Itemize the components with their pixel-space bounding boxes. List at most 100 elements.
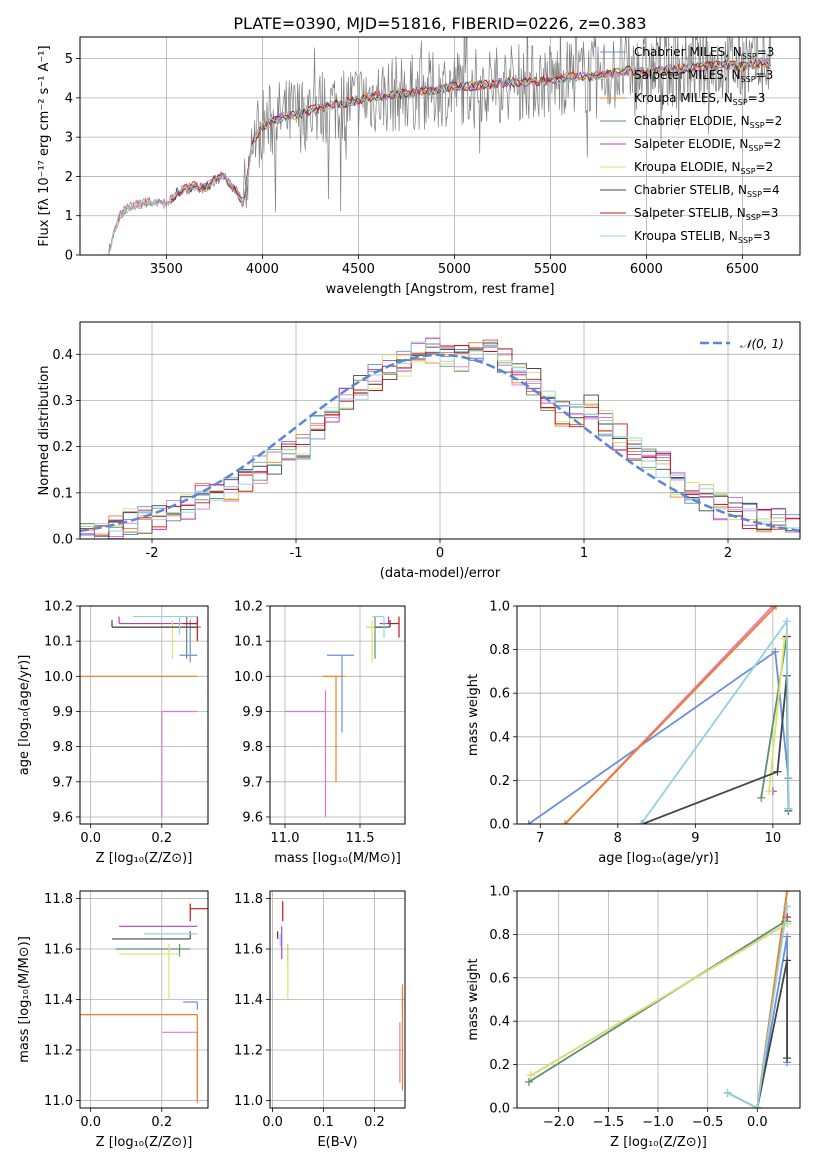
legend-n-subscript: SSP [741,75,756,84]
legend-label: Chabrier MILES, NSSP=3 [634,45,774,61]
legend-n-subscript: SSP [747,190,762,199]
y-tick-label: 9.9 [242,705,263,720]
plot-area [108,37,772,255]
legend-series-name: Salpeter MILES, [634,68,732,82]
x-tick-label: −1.0 [642,1115,674,1130]
legend-n-value: 3 [766,68,774,82]
x-axis-label: age [log₁₀(age/yr)] [598,851,719,866]
panel-residual_histogram: -2 -1 0 1 2 0.0 0.1 0.2 0.3 0.4 𝒩(0, 1) (data-model… [37,321,801,581]
legend-n-subscript: SSP [733,98,748,107]
legend-n-value: 2 [766,160,774,174]
x-tick-label: 0.2 [151,1115,172,1130]
axes-frame [79,605,209,825]
x-tick-label: -1 [290,546,303,561]
plot-area [524,606,793,824]
histogram-step [80,337,800,539]
y-tick-label: 0.2 [489,774,510,789]
axes-frame [79,36,801,256]
legend-n-value: 4 [772,183,780,197]
legend-n-subscript: SSP [738,236,753,245]
y-axis-label: mass [log₁₀(M/M⊙)] [17,936,32,1063]
legend-label: Kroupa ELODIE, NSSP=2 [634,160,773,176]
y-tick-label: 9.7 [52,775,73,790]
plot-area [277,901,404,1091]
y-tick-label: 0.3 [52,394,73,409]
legend-n-prefix: N [739,137,748,151]
y-tick-label: 4 [65,91,73,106]
y-axis-label: Flux [fλ 10⁻¹⁷ erg cm⁻² s⁻¹ A⁻¹] [37,45,52,246]
x-tick-label: -2 [146,546,159,561]
x-tick-label: 0.2 [151,831,172,846]
x-tick-label: 4000 [246,262,279,277]
y-tick-label: 1 [65,209,73,224]
x-tick-label: 0.0 [80,1115,101,1130]
legend-equals: = [762,183,772,197]
legend-equals: = [748,91,758,105]
y-tick-label: 10.1 [44,635,73,650]
x-tick-label: 0 [436,546,444,561]
legend-label: Chabrier ELODIE, NSSP=2 [634,114,782,130]
x-tick-label: 0.1 [313,1115,334,1130]
x-tick-label: 5500 [534,262,567,277]
axes-frame [269,890,406,1109]
x-tick-label: −2.0 [543,1115,575,1130]
legend-series-name: Salpeter STELIB, [634,206,737,220]
y-tick-label: 0.4 [489,730,510,745]
y-tick-label: 11.2 [234,1043,263,1058]
legend-equals: = [761,206,771,220]
x-tick-label: 0.2 [364,1115,385,1130]
y-tick-label: 11.4 [234,993,263,1008]
legend-label: Kroupa STELIB, NSSP=3 [634,229,771,245]
x-tick-label: 8 [614,831,622,846]
y-tick-label: 11.8 [44,892,73,907]
y-tick-label: 10.1 [234,635,263,650]
y-tick-label: 5 [65,52,73,67]
legend-n-value: 3 [763,229,771,243]
plot-area [80,337,800,539]
panel-mass_weight_vs_age: 7 8 9 10 0.0 0.2 0.4 0.6 0.8 1.0 age [log₁₀(age/yr… [466,600,801,866]
axes-frame [79,890,209,1109]
legend-n-value: 2 [773,137,781,151]
y-tick-label: 11.0 [234,1094,263,1109]
y-tick-label: 11.4 [44,993,73,1008]
legend-equals: = [765,114,775,128]
panel-age_vs_Z: 0.0 0.2 9.6 9.7 9.8 9.9 10.0 10.1 10.2 Z [log₁₀(Z… [17,600,209,866]
panel-mass_vs_Z: 0.0 0.2 11.0 11.2 11.4 11.6 11.8 Z [log₁₀(Z/Z⊙)… [17,890,209,1150]
legend-n-subscript: SSP [750,121,765,130]
legend-n-prefix: N [724,91,733,105]
mass-weight-line [760,636,790,809]
y-tick-label: 1.0 [489,600,510,615]
y-tick-label: 11.6 [234,943,263,958]
legend-n-subscript: SSP [742,52,757,61]
legend-series-name: Kroupa STELIB, [634,229,729,243]
y-tick-label: 9.8 [52,740,73,755]
y-tick-label: 11.8 [234,892,263,907]
y-tick-label: 10.0 [44,670,73,685]
legend-series-name: Chabrier ELODIE, [634,114,741,128]
y-tick-label: 0.6 [489,687,510,702]
x-tick-label: 11.0 [271,831,300,846]
x-axis-label: Z [log₁₀(Z/Z⊙)] [96,851,193,866]
y-tick-label: 9.6 [52,810,73,825]
legend-n-value: 2 [775,114,783,128]
legend-label: Salpeter STELIB, NSSP=3 [634,206,778,222]
x-tick-label: 5000 [438,262,471,277]
legend-series-name: Chabrier MILES, [634,45,733,59]
legend-label: Kroupa MILES, NSSP=3 [634,91,765,107]
legend-n-prefix: N [732,68,741,82]
plot-area [285,615,400,817]
x-tick-label: 6500 [726,262,759,277]
y-tick-label: 0.8 [489,928,510,943]
x-tick-label: 1 [580,546,588,561]
x-tick-label: 3500 [150,262,183,277]
x-tick-label: 7 [536,831,544,846]
legend-label: Salpeter ELODIE, NSSP=2 [634,137,781,153]
x-tick-label: 11.5 [346,831,375,846]
x-tick-label: 0.0 [747,1115,768,1130]
legend-n-prefix: N [737,206,746,220]
plot-area [524,891,792,1108]
legend-n-prefix: N [732,160,741,174]
legend-equals: = [756,160,766,174]
legend-n-prefix: N [729,229,738,243]
y-tick-label: 0.8 [489,643,510,658]
